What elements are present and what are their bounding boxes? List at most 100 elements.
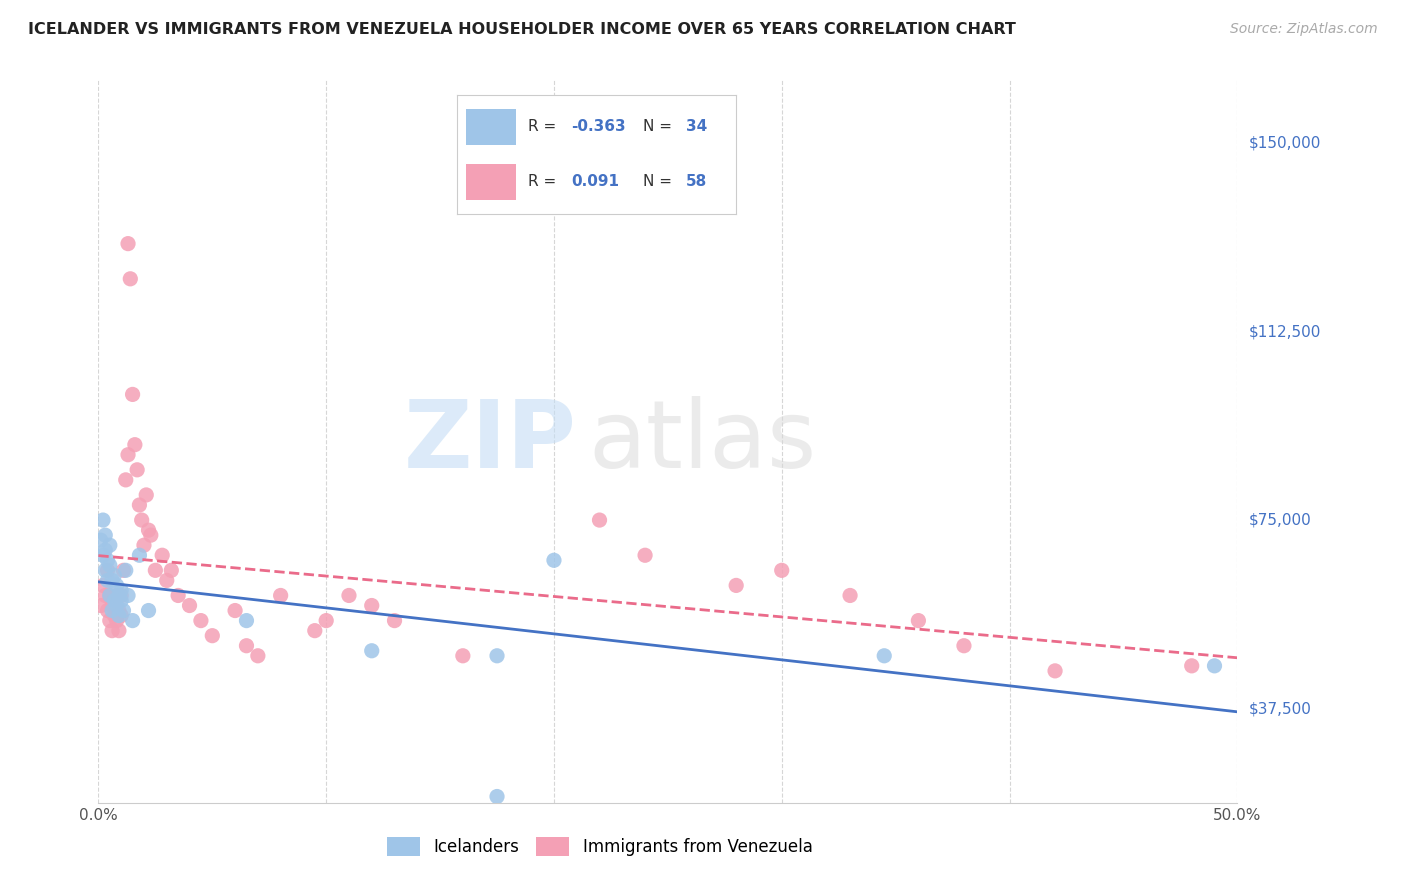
Point: [90, 533, 112, 548]
Point: [360, 599, 382, 613]
Point: [1204, 658, 1226, 673]
Point: [105, 589, 128, 603]
Point: [337, 589, 360, 603]
Point: [138, 523, 160, 537]
Point: [1181, 658, 1204, 673]
Text: $75,000: $75,000: [1249, 513, 1312, 527]
Point: [145, 563, 167, 577]
Point: [304, 624, 326, 638]
Point: [235, 639, 257, 653]
Point: [150, 548, 173, 562]
Text: $112,500: $112,500: [1249, 324, 1320, 339]
Point: [770, 563, 793, 577]
Point: [94, 563, 117, 577]
Point: [98, 614, 121, 628]
Point: [117, 236, 139, 251]
Point: [96, 553, 118, 567]
Point: [953, 639, 976, 653]
Point: [101, 603, 124, 617]
Point: [167, 589, 190, 603]
Point: [96, 603, 118, 617]
Point: [179, 599, 201, 613]
Text: atlas: atlas: [588, 395, 817, 488]
Point: [907, 614, 929, 628]
Point: [96, 563, 118, 577]
Point: [315, 614, 337, 628]
Point: [91, 513, 114, 527]
Point: [108, 603, 131, 617]
Point: [360, 644, 382, 658]
Point: [201, 629, 224, 643]
Point: [839, 589, 862, 603]
Point: [1043, 664, 1066, 678]
Point: [98, 538, 121, 552]
Text: Source: ZipAtlas.com: Source: ZipAtlas.com: [1230, 22, 1378, 37]
Point: [132, 538, 155, 552]
Point: [235, 614, 257, 628]
Text: ZIP: ZIP: [404, 395, 576, 488]
Point: [543, 553, 565, 567]
Point: [114, 473, 136, 487]
Point: [101, 574, 124, 588]
Text: ICELANDER VS IMMIGRANTS FROM VENEZUELA HOUSEHOLDER INCOME OVER 65 YEARS CORRELAT: ICELANDER VS IMMIGRANTS FROM VENEZUELA H…: [28, 22, 1017, 37]
Point: [121, 614, 143, 628]
Point: [270, 589, 292, 603]
Point: [634, 548, 657, 562]
Point: [105, 578, 128, 592]
Point: [103, 593, 125, 607]
Point: [96, 574, 118, 588]
Point: [110, 583, 132, 598]
Point: [117, 589, 139, 603]
Point: [873, 648, 896, 663]
Point: [103, 608, 125, 623]
Point: [190, 614, 212, 628]
Point: [108, 589, 131, 603]
Point: [94, 543, 117, 558]
Text: $150,000: $150,000: [1249, 136, 1320, 151]
Point: [110, 593, 132, 607]
Point: [91, 578, 114, 592]
Point: [139, 528, 162, 542]
Point: [110, 589, 132, 603]
Point: [94, 589, 117, 603]
Point: [451, 648, 474, 663]
Point: [105, 599, 128, 613]
Point: [112, 603, 135, 617]
Point: [117, 448, 139, 462]
Point: [224, 603, 246, 617]
Point: [98, 589, 121, 603]
Point: [121, 387, 143, 401]
Point: [127, 463, 149, 477]
Point: [138, 603, 160, 617]
Point: [101, 599, 124, 613]
Point: [128, 548, 150, 562]
Point: [124, 438, 146, 452]
Point: [90, 599, 112, 613]
Text: $37,500: $37,500: [1249, 701, 1312, 716]
Point: [98, 589, 121, 603]
Point: [91, 548, 114, 562]
Point: [112, 563, 135, 577]
Legend: Icelanders, Immigrants from Venezuela: Icelanders, Immigrants from Venezuela: [387, 837, 813, 856]
Point: [101, 624, 124, 638]
Point: [588, 513, 610, 527]
Point: [128, 498, 150, 512]
Point: [103, 568, 125, 582]
Point: [131, 513, 153, 527]
Point: [120, 272, 142, 286]
Point: [94, 528, 117, 542]
Point: [105, 614, 128, 628]
Point: [160, 563, 183, 577]
Point: [486, 789, 509, 804]
Point: [110, 608, 132, 623]
Point: [384, 614, 406, 628]
Point: [135, 488, 157, 502]
Point: [725, 578, 748, 592]
Point: [108, 624, 131, 638]
Point: [98, 558, 121, 573]
Point: [486, 648, 509, 663]
Point: [114, 563, 136, 577]
Point: [246, 648, 269, 663]
Point: [108, 608, 131, 623]
Point: [103, 593, 125, 607]
